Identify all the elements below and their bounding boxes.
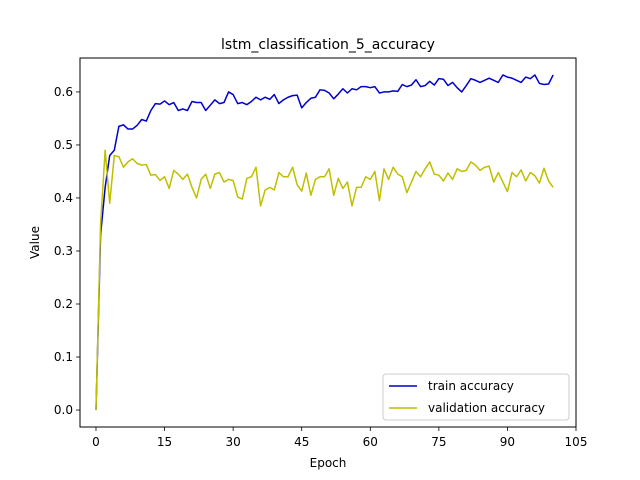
- y-tick-label: 0.4: [54, 191, 73, 205]
- legend: train accuracy validation accuracy: [382, 373, 570, 421]
- legend-label-2: validation accuracy: [428, 401, 545, 415]
- series-line-1: [95, 74, 554, 411]
- y-axis-label: Value: [28, 226, 42, 259]
- x-tick-label: 15: [157, 435, 172, 449]
- y-tick-label: 0.2: [54, 297, 73, 311]
- x-axis-ticks: 0 15 30 45 60 75 90 105: [92, 427, 587, 449]
- chart-title: lstm_classification_5_accuracy: [221, 37, 435, 53]
- x-axis-label: Epoch: [310, 456, 347, 470]
- y-axis-ticks: 0.0 0.1 0.2 0.3 0.4 0.5 0.6: [54, 85, 80, 417]
- y-tick-label: 0.6: [54, 85, 73, 99]
- y-tick-label: 0.0: [54, 403, 73, 417]
- x-tick-label: 90: [500, 435, 515, 449]
- x-tick-label: 45: [294, 435, 309, 449]
- x-tick-label: 60: [363, 435, 378, 449]
- legend-box: [382, 373, 570, 421]
- x-tick-label: 105: [565, 435, 588, 449]
- plot-frame: [79, 57, 577, 428]
- y-tick-label: 0.3: [54, 244, 73, 258]
- series-line-2: [95, 149, 554, 411]
- y-tick-label: 0.5: [54, 138, 73, 152]
- x-tick-label: 30: [226, 435, 241, 449]
- x-tick-label: 75: [431, 435, 446, 449]
- legend-label-1: train accuracy: [428, 379, 514, 393]
- plot-lines: [95, 74, 554, 411]
- y-tick-label: 0.1: [54, 350, 73, 364]
- x-tick-label: 0: [92, 435, 100, 449]
